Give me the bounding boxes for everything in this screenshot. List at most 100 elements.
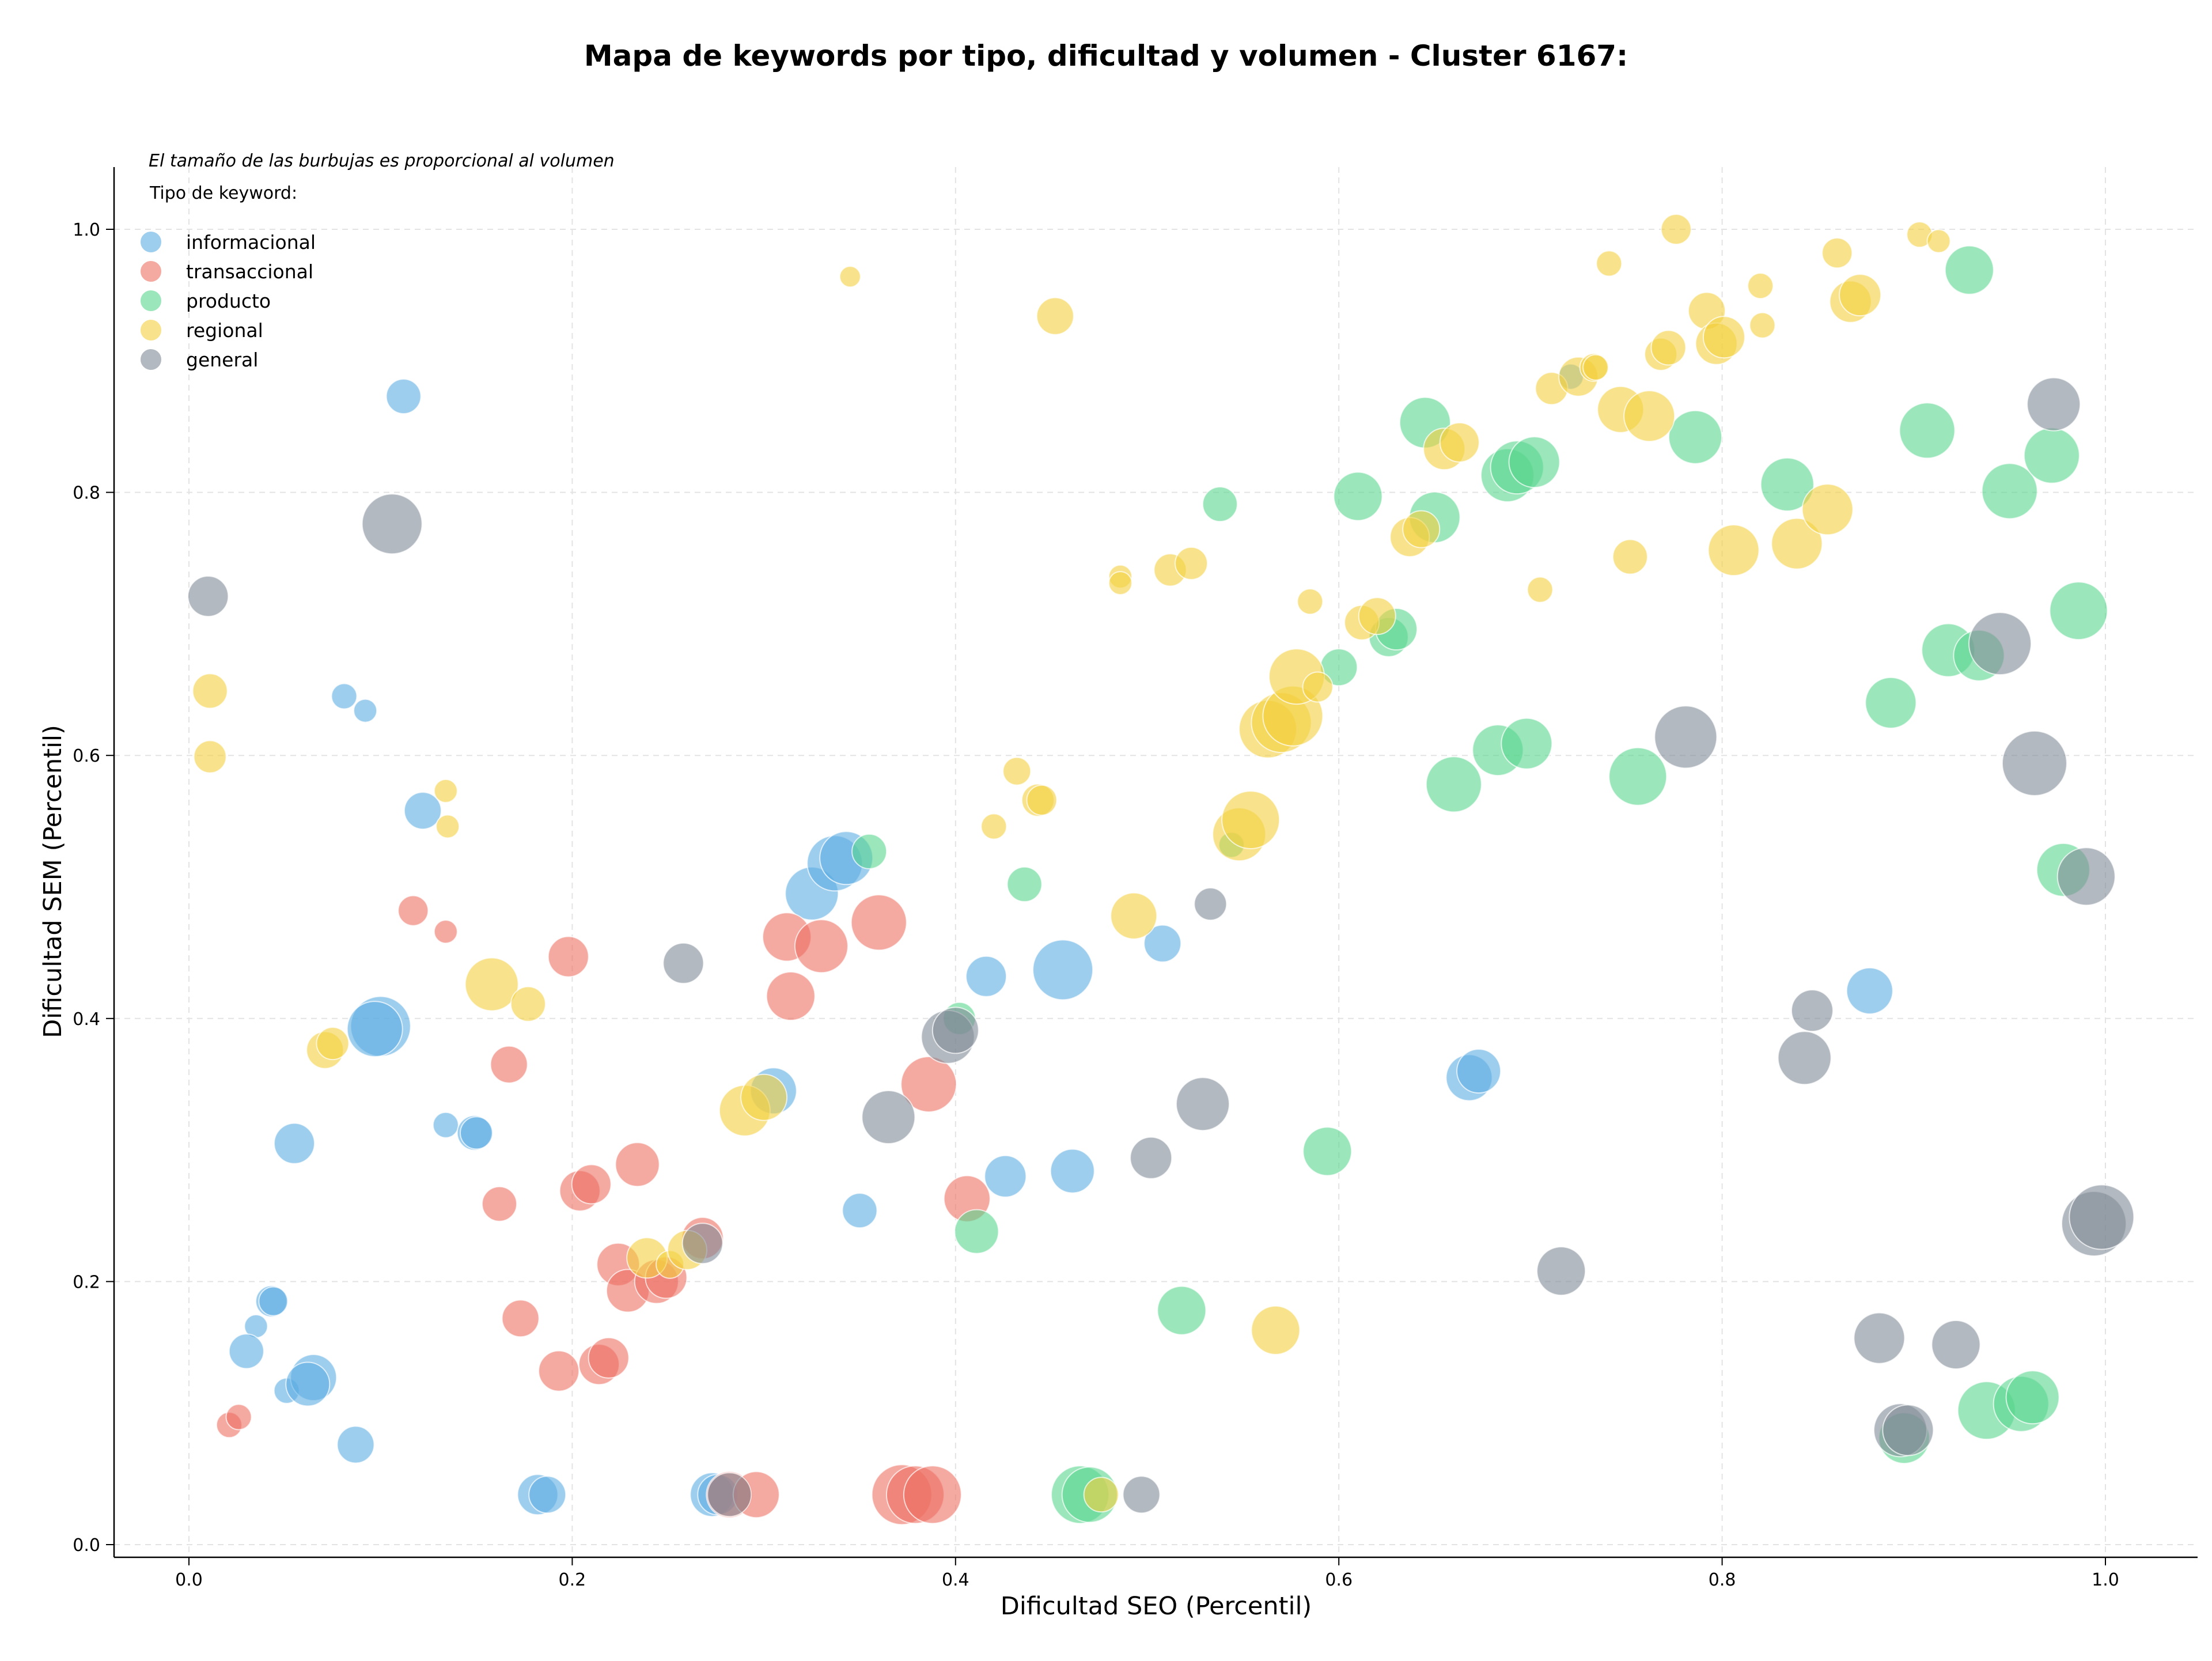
legend-label-producto: producto	[186, 290, 271, 312]
y-tick-label: 0.0	[73, 1535, 100, 1556]
bubble-general	[2069, 1184, 2135, 1250]
legend-marker-transaccional	[139, 260, 162, 283]
bubble-general	[361, 493, 423, 555]
bubble-regional	[510, 986, 546, 1022]
bubble-informacional	[285, 1361, 331, 1407]
bubble-general	[1853, 1312, 1906, 1364]
bubble-general	[2056, 847, 2116, 906]
x-axis-label: Dificultad SEO (Percentil)	[1001, 1592, 1312, 1621]
bubble-producto	[1760, 457, 1815, 512]
bubble-general	[1175, 1077, 1230, 1132]
bubble-transaccional	[571, 1164, 612, 1205]
bubble-informacional	[346, 1001, 403, 1058]
bubble-informacional	[528, 1475, 567, 1514]
bubble-informacional	[984, 1155, 1027, 1198]
bubble-regional	[1002, 756, 1032, 786]
bubble-general	[1931, 1319, 1981, 1369]
bubble-informacional	[1143, 924, 1182, 963]
bubble-producto	[1202, 486, 1238, 523]
bubble-regional	[1707, 524, 1760, 577]
bubble-regional	[1660, 214, 1692, 245]
bubble-regional	[1926, 229, 1951, 253]
grid-lines	[114, 167, 2198, 1557]
bubble-general	[187, 575, 229, 617]
bubble-producto	[1302, 1126, 1353, 1176]
bubble-transaccional	[794, 919, 849, 974]
y-ticks: 0.0 0.2 0.4 0.6 0.8 1.0	[73, 220, 114, 1556]
legend: Tipo de keyword: informacional transaccio…	[139, 183, 316, 371]
bubble-regional	[1702, 316, 1745, 359]
bubble-informacional	[385, 378, 422, 414]
bubble-regional	[1650, 330, 1687, 366]
bubble-transaccional	[538, 1350, 580, 1392]
bubble-regional	[1251, 1305, 1301, 1355]
bubble-regional	[464, 957, 519, 1012]
bubble-informacional	[842, 1193, 878, 1229]
legend-title: Tipo de keyword:	[149, 183, 297, 203]
bubble-transaccional	[850, 894, 907, 951]
bubble-transaccional	[225, 1403, 252, 1431]
bubble-informacional	[273, 1122, 315, 1164]
bubble-regional	[1302, 671, 1334, 703]
bubble-regional	[1612, 539, 1648, 575]
bubble-regional	[1821, 237, 1853, 269]
bubble-general	[861, 1090, 916, 1145]
bubble-general	[1194, 887, 1228, 921]
bubble-informacional	[331, 683, 358, 710]
x-tick-label: 0.8	[1709, 1570, 1736, 1590]
bubble-general	[1130, 1136, 1173, 1179]
bubble-regional	[980, 813, 1007, 840]
bubble-layer	[187, 214, 2135, 1526]
bubble-informacional	[965, 955, 1007, 997]
bubble-producto	[1899, 402, 1956, 459]
bubble-transaccional	[588, 1337, 630, 1379]
legend-marker-general	[139, 348, 162, 371]
series-producto	[851, 245, 2108, 1524]
bubble-regional	[192, 673, 228, 709]
bubble-producto	[954, 1209, 999, 1254]
bubble-producto	[1425, 756, 1482, 813]
bubble-informacional	[228, 1333, 264, 1369]
bubble-producto	[1508, 436, 1560, 489]
bubble-general	[1654, 705, 1718, 769]
bubble-regional	[1110, 892, 1158, 940]
y-tick-label: 0.8	[73, 483, 100, 504]
bubble-producto	[1944, 245, 1994, 295]
bubble-regional	[433, 778, 458, 803]
bubble-informacional	[1032, 939, 1094, 1001]
bubble-transaccional	[397, 895, 429, 926]
bubble-regional	[1036, 297, 1074, 335]
bubble-informacional	[1050, 1148, 1095, 1194]
bubble-informacional	[336, 1425, 375, 1464]
bubble-producto	[1501, 717, 1553, 770]
bubble-size-note: El tamaño de las burbujas es proporciona…	[149, 151, 615, 171]
bubble-informacional	[258, 1286, 289, 1316]
x-tick-label: 1.0	[2092, 1570, 2119, 1590]
bubble-regional	[435, 814, 460, 839]
legend-label-general: general	[186, 349, 258, 371]
legend-label-transaccional: transaccional	[186, 260, 313, 283]
bubble-general	[931, 1007, 979, 1054]
bubble-producto	[1981, 463, 2038, 520]
bubble-regional	[1175, 546, 1209, 580]
bubble-producto	[2005, 1370, 2060, 1425]
bubble-general	[707, 1472, 752, 1518]
bubble-general	[1968, 612, 2032, 676]
bubble-regional	[1297, 588, 1324, 615]
bubble-general	[1882, 1404, 1934, 1456]
bubble-informacional	[460, 1116, 494, 1150]
bubble-transaccional	[766, 971, 816, 1021]
x-tick-label: 0.4	[942, 1570, 969, 1590]
chart-title: Mapa de keywords por tipo, dificultad y …	[584, 39, 1628, 73]
bubble-regional	[1527, 576, 1554, 603]
bubble-regional	[1623, 390, 1676, 442]
legend-marker-producto	[139, 289, 162, 312]
bubble-producto	[1333, 471, 1383, 521]
bubble-regional	[1358, 597, 1396, 635]
bubble-transaccional	[501, 1299, 540, 1338]
x-tick-label: 0.0	[175, 1570, 203, 1590]
y-tick-label: 0.2	[73, 1272, 100, 1292]
bubble-producto	[1668, 410, 1723, 464]
bubble-regional	[316, 1027, 350, 1061]
